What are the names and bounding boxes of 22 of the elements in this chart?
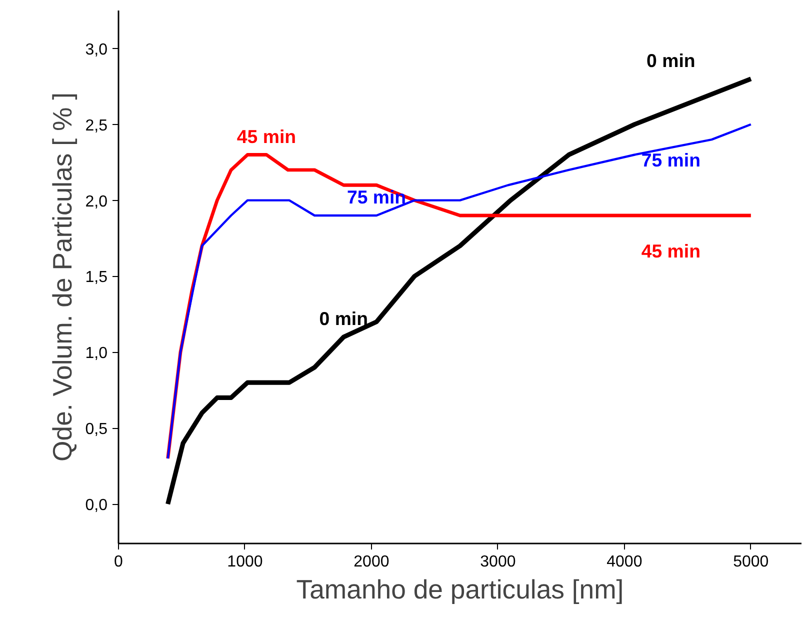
y-tick-label: 2,0: [85, 193, 108, 210]
y-tick-label: 0,5: [85, 421, 108, 438]
x-tick-label: 4000: [606, 554, 642, 570]
text: 0 min: [646, 50, 696, 71]
x-tick-label: 0: [114, 554, 124, 570]
y-tick-label: 3,0: [85, 41, 108, 58]
x-tick-label: 3000: [480, 554, 516, 570]
x-tick-label: 5000: [733, 554, 769, 570]
y-tick-label: 1,5: [85, 269, 108, 286]
text: 45 min: [641, 240, 700, 262]
series-label: 75 min: [346, 186, 406, 208]
x-tick-label: 1000: [227, 554, 263, 570]
series-label: 0 min: [319, 308, 368, 329]
line-series: [166, 76, 754, 506]
y-tick-label: 0,0: [85, 497, 108, 514]
y-tick-label: 2,5: [85, 117, 108, 134]
text: 75 min: [641, 149, 700, 170]
x-axis-title: Tamanho de particulas [nm]: [296, 574, 624, 604]
y-axis-title: Qde. Volum. de Particulas [ % ]: [47, 92, 78, 462]
x-tick-label: 2000: [354, 554, 390, 570]
series-label: 45 min: [236, 126, 296, 147]
y-tick-label: 1,0: [85, 345, 108, 362]
